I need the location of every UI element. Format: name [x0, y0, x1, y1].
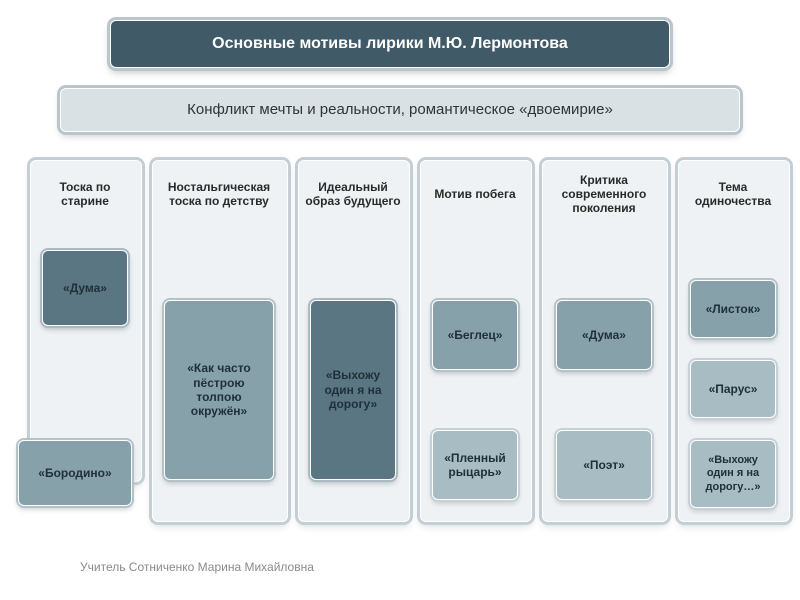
- column-5-item-2: «Выхожу один я на дорогу…»: [690, 440, 776, 508]
- column-5-item-1-text: «Парус»: [709, 382, 758, 396]
- column-2-item-0-text: «Выхожу один я на дорогу»: [319, 368, 387, 411]
- column-2-header: Идеальный образ будущего: [298, 160, 408, 230]
- main-title: Основные мотивы лирики М.Ю. Лермонтова: [110, 20, 670, 68]
- column-3-item-0-text: «Беглец»: [448, 328, 503, 342]
- column-0-header: Тоска по старине: [30, 160, 140, 230]
- subtitle: Конфликт мечты и реальности, романтическ…: [60, 88, 740, 132]
- subtitle-text: Конфликт мечты и реальности, романтическ…: [187, 101, 613, 119]
- column-3-header: Мотив побега: [420, 160, 530, 230]
- column-3-header-text: Мотив побега: [434, 188, 515, 202]
- column-0-item-0: «Дума»: [42, 250, 128, 326]
- column-5-item-0-text: «Листок»: [706, 302, 761, 316]
- column-4-header-text: Критика современного поколения: [548, 174, 660, 215]
- column-2-header-text: Идеальный образ будущего: [304, 181, 402, 209]
- column-5-item-1: «Парус»: [690, 360, 776, 418]
- column-5-header-text: Тема одиночества: [684, 181, 782, 209]
- column-4-item-1: «Поэт»: [556, 430, 652, 500]
- column-4-item-0-text: «Дума»: [582, 328, 626, 342]
- column-3-item-1-text: «Пленный рыцарь»: [441, 451, 509, 480]
- column-4-header: Критика современного поколения: [542, 160, 666, 230]
- column-5-header: Тема одиночества: [678, 160, 788, 230]
- column-3-item-0: «Беглец»: [432, 300, 518, 370]
- column-0-item-0-text: «Дума»: [63, 281, 107, 295]
- footer-credit: Учитель Сотниченко Марина Михайловна: [80, 560, 314, 574]
- diagram-canvas: Основные мотивы лирики М.Ю. Лермонтова К…: [0, 0, 800, 600]
- column-4-item-1-text: «Поэт»: [583, 458, 625, 472]
- footer-text: Учитель Сотниченко Марина Михайловна: [80, 560, 314, 574]
- column-5-item-0: «Листок»: [690, 280, 776, 338]
- column-2-item-0: «Выхожу один я на дорогу»: [310, 300, 396, 480]
- column-5-item-2-text: «Выхожу один я на дорогу…»: [699, 454, 767, 494]
- column-3-item-1: «Пленный рыцарь»: [432, 430, 518, 500]
- column-4-item-0: «Дума»: [556, 300, 652, 370]
- column-1-header-text: Ностальгическая тоска по детству: [158, 181, 280, 209]
- column-1-item-0-text: «Как часто пёстрою толпою окружён»: [173, 361, 265, 419]
- column-0-header-text: Тоска по старине: [36, 181, 134, 209]
- column-0-item-1-text: «Бородино»: [38, 466, 111, 480]
- column-1-header: Ностальгическая тоска по детству: [152, 160, 286, 230]
- column-0-item-1: «Бородино»: [18, 440, 132, 506]
- main-title-text: Основные мотивы лирики М.Ю. Лермонтова: [212, 34, 568, 53]
- column-1-item-0: «Как часто пёстрою толпою окружён»: [164, 300, 274, 480]
